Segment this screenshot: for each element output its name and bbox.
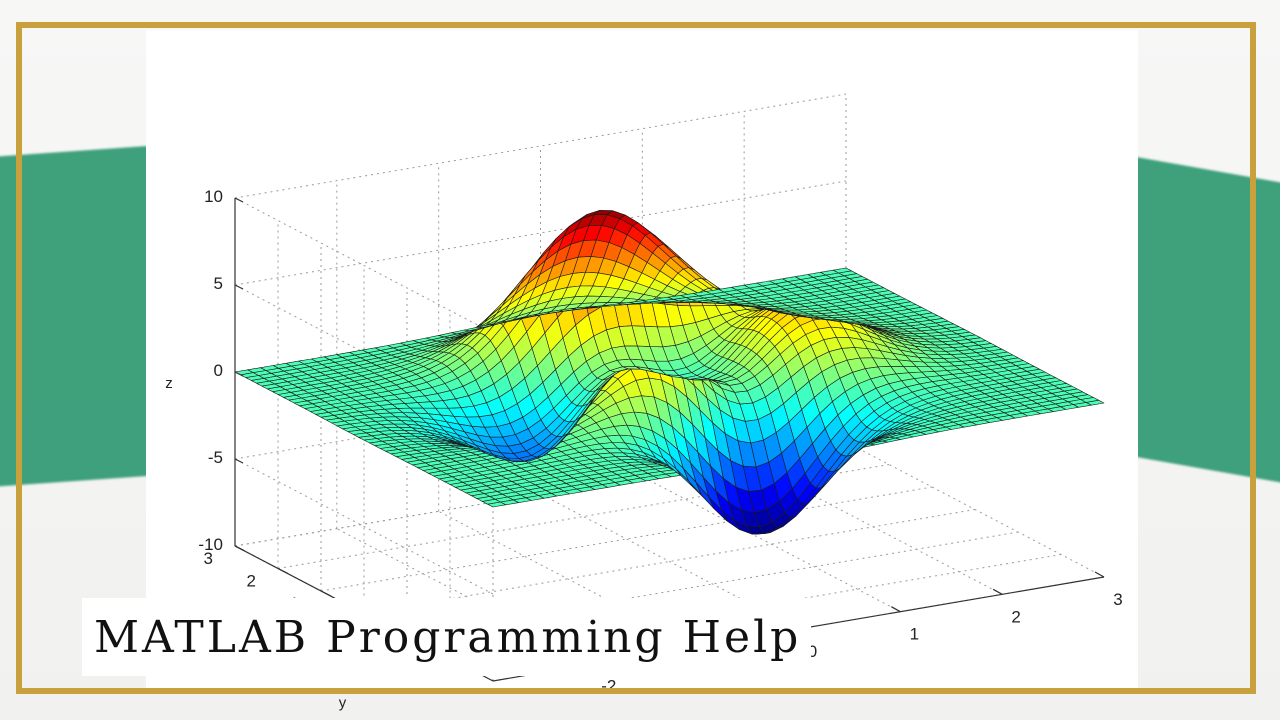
grid-line-back-z	[234, 93, 847, 199]
y-axis-label: y	[339, 694, 347, 711]
z-tick-label: -5	[208, 448, 223, 467]
x-tick-label: 0	[808, 642, 817, 661]
z-tick-mark	[234, 371, 244, 377]
z-axis-label: z	[165, 375, 173, 392]
y-tick-label: 2	[247, 572, 256, 591]
x-tick-mark	[1094, 571, 1105, 578]
z-tick-label: 0	[214, 361, 223, 380]
grid-line-floor-x	[642, 476, 901, 613]
z-tick-label: 10	[204, 187, 223, 206]
surface-mesh	[234, 210, 1105, 535]
caption-title: MATLAB Programming Help	[94, 611, 802, 663]
y-tick-mark	[277, 567, 289, 575]
grid-line-left-z	[234, 197, 494, 334]
x-tick-mark	[992, 588, 1003, 595]
grid-line-floor-y	[363, 509, 976, 614]
y-tick-mark	[234, 545, 246, 552]
z-tick-label: -10	[198, 535, 223, 554]
x-tick-label: 2	[1011, 607, 1020, 626]
x-tick-mark	[891, 606, 901, 613]
y-tick-mark	[320, 590, 332, 597]
grid-line-floor-y	[320, 486, 933, 592]
grid-line-left-z	[234, 458, 494, 595]
y-tick-label: 3	[204, 549, 213, 568]
x-tick-label: 1	[910, 625, 919, 644]
grid-line-back-z	[234, 180, 847, 286]
x-tick-label: 3	[1113, 590, 1122, 609]
z-tick-mark	[234, 197, 244, 203]
z-tick-label: 5	[214, 274, 223, 293]
caption-box: MATLAB Programming Help	[82, 598, 812, 676]
z-tick-mark	[234, 284, 244, 290]
z-tick-mark	[234, 458, 244, 464]
x-tick-label: -2	[601, 677, 616, 696]
